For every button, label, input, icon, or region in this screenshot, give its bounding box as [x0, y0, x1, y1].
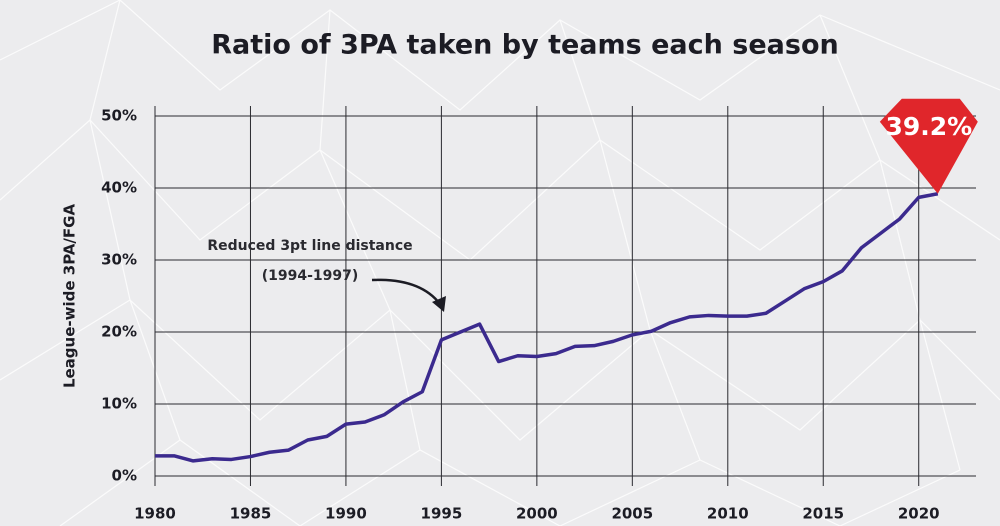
annotation-arrow — [371, 278, 441, 305]
annotation-arrowhead — [432, 296, 446, 312]
x-tick-label: 2005 — [611, 505, 653, 523]
x-tick-label: 1990 — [325, 505, 367, 523]
chart-title: Ratio of 3PA taken by teams each season — [211, 30, 838, 61]
callout-badge — [879, 98, 978, 194]
y-tick-label: 10% — [101, 395, 137, 413]
y-axis-label: League-wide 3PA/FGA — [61, 204, 79, 389]
x-tick-label: 1985 — [230, 505, 272, 523]
data-line — [155, 192, 939, 463]
x-tick-label: 2010 — [707, 505, 749, 523]
x-tick-label: 1995 — [421, 505, 463, 523]
annotation: Reduced 3pt line distance (1994-1997) — [207, 238, 446, 312]
y-tick-label: 30% — [101, 251, 137, 269]
annotation-text: (1994-1997) — [262, 268, 359, 284]
y-tick-label: 20% — [101, 323, 137, 341]
y-tick-label: 40% — [101, 179, 137, 197]
y-tick-label: 50% — [101, 107, 137, 125]
x-tick-label: 2015 — [802, 505, 844, 523]
x-tick-label: 1980 — [134, 505, 176, 523]
x-tick-label: 2000 — [516, 505, 558, 523]
annotation-text: Reduced 3pt line distance — [207, 238, 412, 254]
callout: 39.2% — [879, 98, 978, 194]
data-label: 39.2% — [885, 112, 972, 141]
grid — [154, 106, 976, 486]
y-tick-label: 0% — [112, 467, 137, 485]
x-tick-label: 2020 — [898, 505, 940, 523]
